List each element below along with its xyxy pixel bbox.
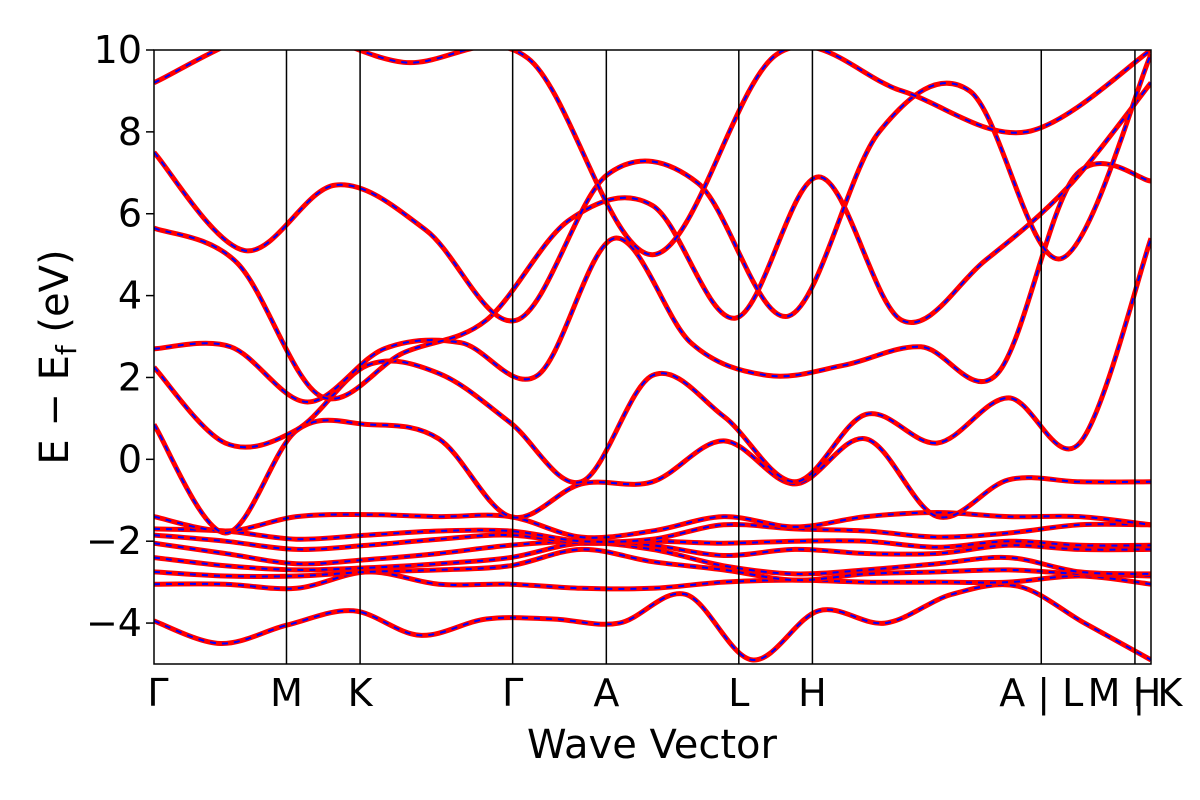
- x-tick-label: M | K: [1088, 671, 1184, 716]
- y-tick-label: 10: [94, 28, 142, 72]
- band-overlay-7: [154, 511, 1151, 539]
- band-overlay-9: [154, 237, 1151, 484]
- x-tick-label: H: [798, 671, 827, 715]
- band-line-13: [154, 50, 1151, 258]
- band-line-3: [154, 540, 1151, 577]
- y-axis-label: E − Ef (eV): [32, 249, 83, 464]
- y-axis-label-unit: (eV): [32, 249, 78, 345]
- x-tick-label: H: [1133, 671, 1162, 715]
- y-tick-label: 0: [118, 437, 142, 481]
- y-axis-label-main: E − E: [32, 355, 78, 465]
- band-overlay-10: [154, 162, 1151, 404]
- band-overlay-0: [154, 583, 1151, 661]
- band-line-6: [154, 521, 1151, 545]
- band-line-4: [154, 538, 1151, 567]
- x-tick-label: K: [348, 671, 374, 715]
- x-axis-label: Wave Vector: [527, 722, 778, 768]
- y-tick-label: 8: [118, 110, 142, 154]
- x-tick-label: A | L: [999, 671, 1083, 716]
- x-tick-label: Γ: [502, 671, 523, 715]
- y-axis-label-sub: f: [50, 344, 83, 355]
- y-tick-label: −2: [86, 519, 142, 563]
- y-tick-label: 2: [118, 355, 142, 399]
- band-line-1: [154, 569, 1151, 592]
- band-line-2: [154, 546, 1151, 583]
- y-tick-label: 6: [118, 192, 142, 236]
- y-ticks: −4 −2 0 2 4 6 8 10: [86, 28, 154, 645]
- y-tick-label: −4: [86, 601, 142, 645]
- band-overlay-8: [154, 419, 1151, 535]
- plot-area: [154, 50, 1151, 663]
- band-overlay-12: [154, 53, 1151, 322]
- plot-frame: [153, 49, 1152, 665]
- kpoint-lines: [285, 50, 1136, 664]
- x-tick-label: L: [728, 671, 749, 715]
- y-tick-label: 4: [118, 274, 142, 318]
- x-tick-label: A: [593, 671, 619, 715]
- x-tick-label: Γ: [147, 671, 168, 715]
- x-tick-label: M: [270, 671, 303, 715]
